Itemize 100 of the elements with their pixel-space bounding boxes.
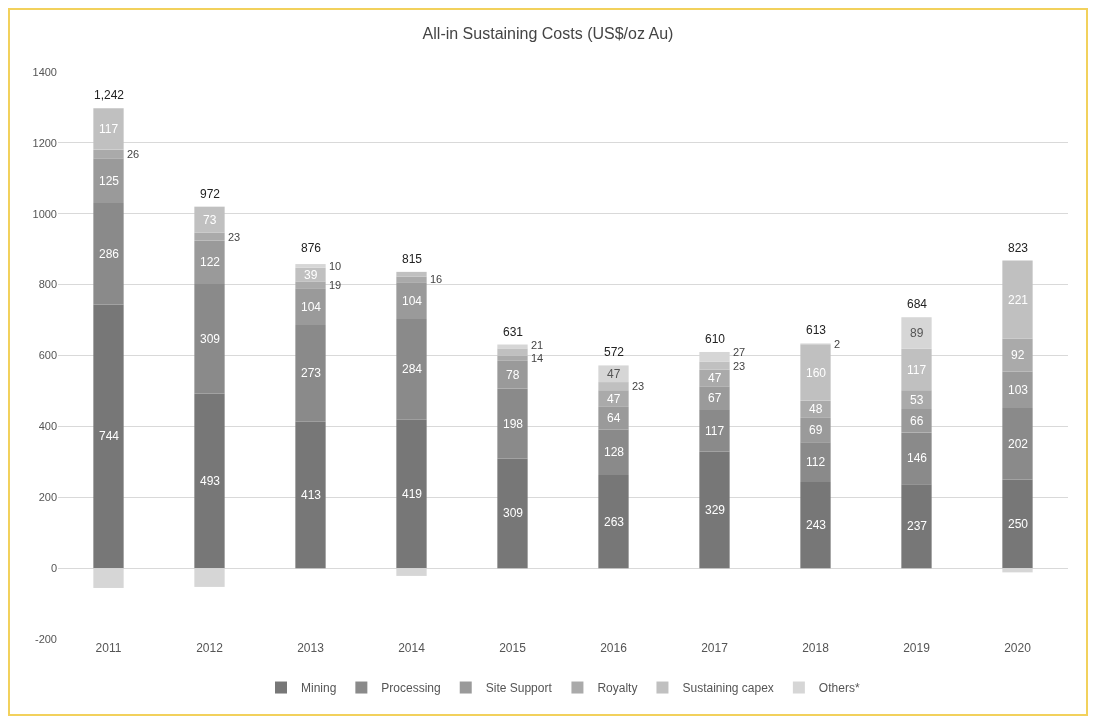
bar <box>598 365 629 383</box>
data-label: 202 <box>1008 437 1029 451</box>
chart-title: All-in Sustaining Costs (US$/oz Au) <box>422 24 674 42</box>
data-label: 419 <box>402 487 423 501</box>
bar <box>598 382 629 391</box>
bar <box>598 474 629 569</box>
data-label: 329 <box>705 503 726 517</box>
data-label: 16 <box>430 273 443 285</box>
y-tick-label: 0 <box>50 561 57 574</box>
data-label: 117 <box>705 424 725 438</box>
data-label: 19 <box>329 279 342 291</box>
data-label: 47 <box>607 392 621 406</box>
bar <box>194 283 225 394</box>
bar <box>699 386 730 411</box>
data-label: 23 <box>733 360 746 372</box>
bar <box>93 149 124 159</box>
data-label: 21 <box>531 339 544 351</box>
data-label: 64 <box>607 411 621 425</box>
annotation: 610 <box>705 332 726 346</box>
bar <box>93 158 124 204</box>
annotation: 613 <box>806 323 827 337</box>
bar <box>396 282 427 319</box>
data-label: 14 <box>531 352 544 364</box>
annotation: 823 <box>1008 241 1029 255</box>
x-tick-label: 2017 <box>701 641 729 655</box>
bar <box>598 406 629 430</box>
x-tick-label: 2019 <box>903 641 931 655</box>
annotation: 815 <box>402 252 423 266</box>
data-label: 104 <box>301 300 322 314</box>
annotation: 684 <box>907 297 928 311</box>
data-label: 89 <box>910 326 924 340</box>
x-tick-label: 2012 <box>196 641 224 655</box>
data-label: 146 <box>907 451 928 465</box>
annotation: 631 <box>503 325 524 339</box>
data-label: 273 <box>301 366 322 380</box>
bar <box>497 348 528 356</box>
data-label: 73 <box>203 213 217 227</box>
data-label: 26 <box>127 148 140 160</box>
bar <box>396 419 427 569</box>
y-tick-label: 1000 <box>32 207 57 220</box>
bar <box>295 281 326 289</box>
bar <box>800 482 831 569</box>
bar <box>295 325 326 422</box>
data-label: 69 <box>809 423 823 437</box>
data-label: 117 <box>99 122 119 136</box>
annotation: 572 <box>604 345 625 359</box>
data-label: 125 <box>99 174 120 188</box>
data-label: 744 <box>99 429 120 443</box>
legend-label: Mining <box>301 681 337 696</box>
data-label: 27 <box>733 346 746 358</box>
bar <box>497 388 528 459</box>
bar <box>194 232 225 241</box>
data-label: 47 <box>607 367 621 381</box>
bar <box>699 410 730 452</box>
bar <box>93 203 124 305</box>
bar <box>194 240 225 284</box>
data-label: 112 <box>806 455 826 469</box>
y-tick-label: 800 <box>38 278 57 291</box>
bar <box>901 317 932 349</box>
bar <box>396 319 427 420</box>
bar <box>901 432 932 485</box>
bar <box>295 264 326 268</box>
data-label: 250 <box>1008 517 1029 531</box>
data-label: 198 <box>503 417 524 431</box>
y-tick-label: 1200 <box>32 136 57 149</box>
data-label: 309 <box>503 506 524 520</box>
y-tick-label: -200 <box>34 632 57 645</box>
data-label: 122 <box>200 255 221 269</box>
data-label: 47 <box>708 371 722 385</box>
x-tick-label: 2020 <box>1004 641 1032 655</box>
bar <box>295 288 326 326</box>
y-tick-label: 200 <box>38 491 57 504</box>
y-tick-label: 1400 <box>32 65 57 78</box>
data-label: 309 <box>200 332 221 346</box>
bar <box>93 304 124 569</box>
bar <box>800 344 831 401</box>
bar <box>1002 260 1033 339</box>
bar <box>497 360 528 389</box>
data-label: 78 <box>506 368 520 382</box>
y-tick-label: 600 <box>38 349 57 362</box>
bar <box>800 442 831 483</box>
x-tick-label: 2015 <box>499 641 527 655</box>
data-label: 2 <box>834 338 841 350</box>
data-label: 243 <box>806 518 827 532</box>
bar <box>194 393 225 569</box>
data-label: 263 <box>604 515 625 529</box>
bar <box>396 276 427 283</box>
bar <box>699 361 730 370</box>
data-label: 160 <box>806 366 827 380</box>
x-tick-label: 2011 <box>95 641 122 655</box>
bar <box>1002 407 1033 480</box>
data-label: 413 <box>301 488 322 502</box>
x-tick-label: 2013 <box>297 641 325 655</box>
data-label: 493 <box>200 474 221 488</box>
bar <box>497 355 528 361</box>
data-label: 92 <box>1011 348 1025 362</box>
bar <box>901 484 932 569</box>
y-tick-label: 400 <box>38 420 57 433</box>
bar <box>901 348 932 391</box>
bar <box>93 108 124 150</box>
